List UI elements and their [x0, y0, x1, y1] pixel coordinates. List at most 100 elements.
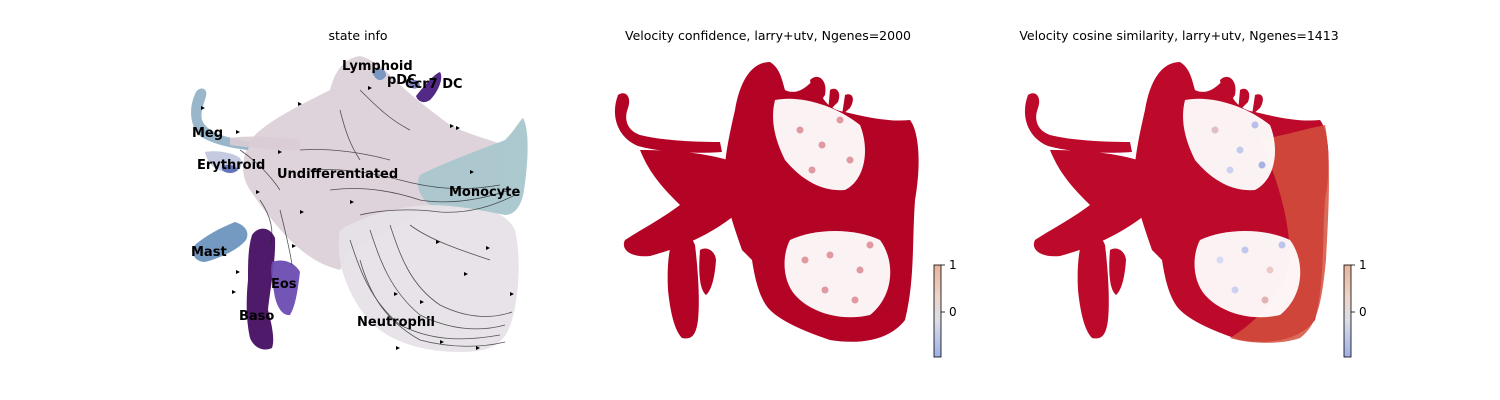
streamline-arrow: [236, 270, 240, 274]
streamline-arrow: [350, 200, 354, 204]
point: [856, 266, 864, 274]
point: [1236, 146, 1244, 154]
point: [1251, 121, 1259, 129]
point: [1216, 256, 1224, 264]
cluster-undifferentiated: [243, 56, 505, 270]
label-undifferentiated: Undifferentiated: [277, 167, 398, 182]
streamline: [349, 239, 501, 340]
streamline: [279, 209, 293, 266]
streamline: [409, 224, 491, 261]
panel-velocity-confidence: Velocity confidence, larry+utv, Ngenes=2…: [614, 28, 957, 358]
streamline-arrow: [510, 292, 514, 296]
streamline-arrow: [450, 124, 454, 128]
panel2-colorbar: 1 0: [933, 258, 957, 358]
panel3-holes: [1183, 98, 1301, 318]
cluster-mast: [193, 222, 248, 262]
colorbar-tick-label-1: 1: [949, 258, 957, 272]
panel3-left-hook: [1024, 93, 1132, 153]
streamline: [359, 194, 516, 216]
label-ccr7-dc: Ccr7 DC: [405, 77, 463, 92]
panel2-upper-spikes: [810, 76, 853, 115]
point: [1241, 246, 1249, 254]
cluster-monocyte: [418, 118, 528, 215]
velocity-arrowheads: [201, 86, 514, 350]
label-erythroid: Erythroid: [197, 158, 265, 173]
streamline-arrow: [464, 272, 468, 276]
streamline-arrow: [420, 300, 424, 304]
point: [866, 241, 874, 249]
streamline: [359, 259, 506, 347]
panel3-left-lobe: [1033, 150, 1145, 257]
streamline-arrow: [201, 106, 205, 110]
point: [1226, 166, 1234, 174]
panel3-sparse-points: [1211, 121, 1286, 304]
label-neutrophil: Neutrophil: [357, 315, 435, 330]
cluster-meg: [191, 88, 250, 150]
panel-velocity-cosine: Velocity cosine similarity, larry+utv, N…: [1019, 28, 1367, 358]
streamline-arrow: [368, 86, 372, 90]
point: [808, 166, 816, 174]
label-pdc: pDC: [387, 73, 417, 88]
cluster-baso: [246, 228, 276, 350]
cluster-ccr7-dc: [416, 72, 442, 103]
streamline: [309, 169, 501, 190]
point: [1231, 286, 1239, 294]
streamline-arrow: [232, 290, 236, 294]
streamline-arrow: [486, 246, 490, 250]
streamline-arrow: [436, 240, 440, 244]
point: [1266, 266, 1274, 274]
panel2-lower-arm: [667, 234, 699, 339]
label-meg: Meg: [192, 126, 223, 141]
panel2-hole-lower: [784, 231, 891, 318]
streamline-arrow: [456, 126, 460, 130]
panel2-left-hook: [614, 93, 722, 153]
stream-meg-center: [230, 136, 300, 150]
point: [821, 286, 829, 294]
point: [836, 116, 844, 124]
velocity-streamlines: [239, 89, 516, 347]
panel1-embedding: [191, 56, 528, 352]
streamline-arrow: [236, 130, 240, 134]
point: [1258, 161, 1266, 169]
panel-state-info: state info: [191, 28, 528, 352]
streamline-arrow: [300, 210, 304, 214]
cluster-labels: Lymphoid pDC Ccr7 DC Meg Erythroid Undif…: [191, 59, 520, 330]
cluster-pdc: [408, 79, 420, 89]
panel3-right-shade: [1230, 125, 1329, 343]
point: [1278, 241, 1286, 249]
streamline-arrow: [470, 170, 474, 174]
streamline: [389, 224, 513, 317]
streamline-arrow: [298, 102, 302, 106]
colorbar-tick-label-0: 0: [949, 305, 957, 319]
label-mast: Mast: [191, 245, 227, 260]
panel3-upper-spikes: [1220, 76, 1263, 115]
streamline: [339, 109, 361, 161]
cluster-eos: [271, 260, 300, 316]
cluster-lymphoid: [372, 68, 386, 81]
streamline-arrow: [394, 292, 398, 296]
streamline: [369, 229, 506, 330]
point: [801, 256, 809, 264]
panel3-hole-upper: [1183, 98, 1275, 191]
label-baso: Baso: [239, 309, 274, 324]
panel2-left-lobe: [623, 150, 735, 257]
point: [851, 296, 859, 304]
streamline-arrow: [396, 346, 400, 350]
panel3-lower-arm2: [1109, 248, 1126, 295]
streamline: [299, 149, 391, 161]
colorbar-gradient: [1343, 264, 1352, 358]
streamline: [329, 188, 511, 203]
streamline-arrow: [500, 192, 504, 196]
colorbar-tick-label-1: 1: [1359, 258, 1367, 272]
cluster-erythroid-tip: [222, 165, 238, 173]
streamline-arrow: [256, 190, 260, 194]
label-monocyte: Monocyte: [449, 185, 520, 200]
panel2-lower-arm2: [699, 248, 716, 295]
cluster-neutrophil: [338, 205, 519, 352]
point: [1261, 296, 1269, 304]
streamline: [239, 149, 281, 191]
panel2-title: Velocity confidence, larry+utv, Ngenes=2…: [625, 28, 911, 43]
panel3-colorbar: 1 0: [1343, 258, 1367, 358]
point: [846, 156, 854, 164]
